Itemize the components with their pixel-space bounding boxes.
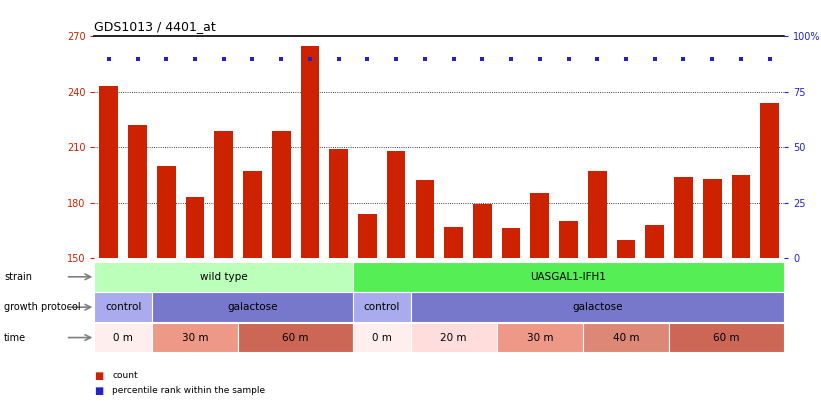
Text: 20 m: 20 m — [440, 333, 467, 343]
Bar — [669, 323, 784, 352]
Bar — [99, 86, 118, 258]
Bar — [583, 323, 669, 352]
Text: growth protocol: growth protocol — [4, 302, 80, 312]
Text: 40 m: 40 m — [612, 333, 640, 343]
Text: ■: ■ — [94, 386, 103, 396]
Bar — [497, 323, 583, 352]
Bar — [152, 292, 353, 322]
Text: ■: ■ — [94, 371, 103, 381]
Bar — [559, 221, 578, 258]
Bar — [732, 175, 750, 258]
Text: 30 m: 30 m — [526, 333, 553, 343]
Bar — [353, 262, 784, 292]
Text: strain: strain — [4, 272, 32, 282]
Text: 60 m: 60 m — [282, 333, 309, 343]
Bar — [760, 103, 779, 258]
Text: count: count — [112, 371, 138, 380]
Bar — [703, 179, 722, 258]
Bar — [238, 323, 353, 352]
Text: 0 m: 0 m — [113, 333, 133, 343]
Bar — [152, 323, 238, 352]
Bar — [415, 181, 434, 258]
Text: galactose: galactose — [572, 302, 622, 312]
Text: percentile rank within the sample: percentile rank within the sample — [112, 386, 266, 395]
Bar — [674, 177, 693, 258]
Bar — [157, 166, 176, 258]
Text: control: control — [105, 302, 141, 312]
Text: control: control — [364, 302, 400, 312]
Bar — [94, 323, 152, 352]
Bar — [243, 171, 262, 258]
Bar — [502, 228, 521, 258]
Text: wild type: wild type — [200, 272, 248, 282]
Bar — [410, 292, 784, 322]
Bar — [128, 125, 147, 258]
Bar — [353, 323, 410, 352]
Text: 30 m: 30 m — [181, 333, 209, 343]
Text: 0 m: 0 m — [372, 333, 392, 343]
Text: GDS1013 / 4401_at: GDS1013 / 4401_at — [94, 20, 216, 33]
Bar — [387, 151, 406, 258]
Text: 60 m: 60 m — [713, 333, 740, 343]
Bar — [186, 197, 204, 258]
Bar — [358, 214, 377, 258]
Text: time: time — [4, 333, 26, 343]
Bar — [94, 262, 353, 292]
Bar — [214, 130, 233, 258]
Bar — [530, 193, 549, 258]
Bar — [444, 227, 463, 258]
Text: UASGAL1-IFH1: UASGAL1-IFH1 — [530, 272, 607, 282]
Bar — [645, 225, 664, 258]
Bar — [300, 46, 319, 258]
Bar — [588, 171, 607, 258]
Bar — [410, 323, 497, 352]
Bar — [329, 149, 348, 258]
Bar — [617, 239, 635, 258]
Bar — [473, 205, 492, 258]
Bar — [94, 292, 152, 322]
Bar — [353, 292, 410, 322]
Bar — [272, 130, 291, 258]
Text: galactose: galactose — [227, 302, 277, 312]
